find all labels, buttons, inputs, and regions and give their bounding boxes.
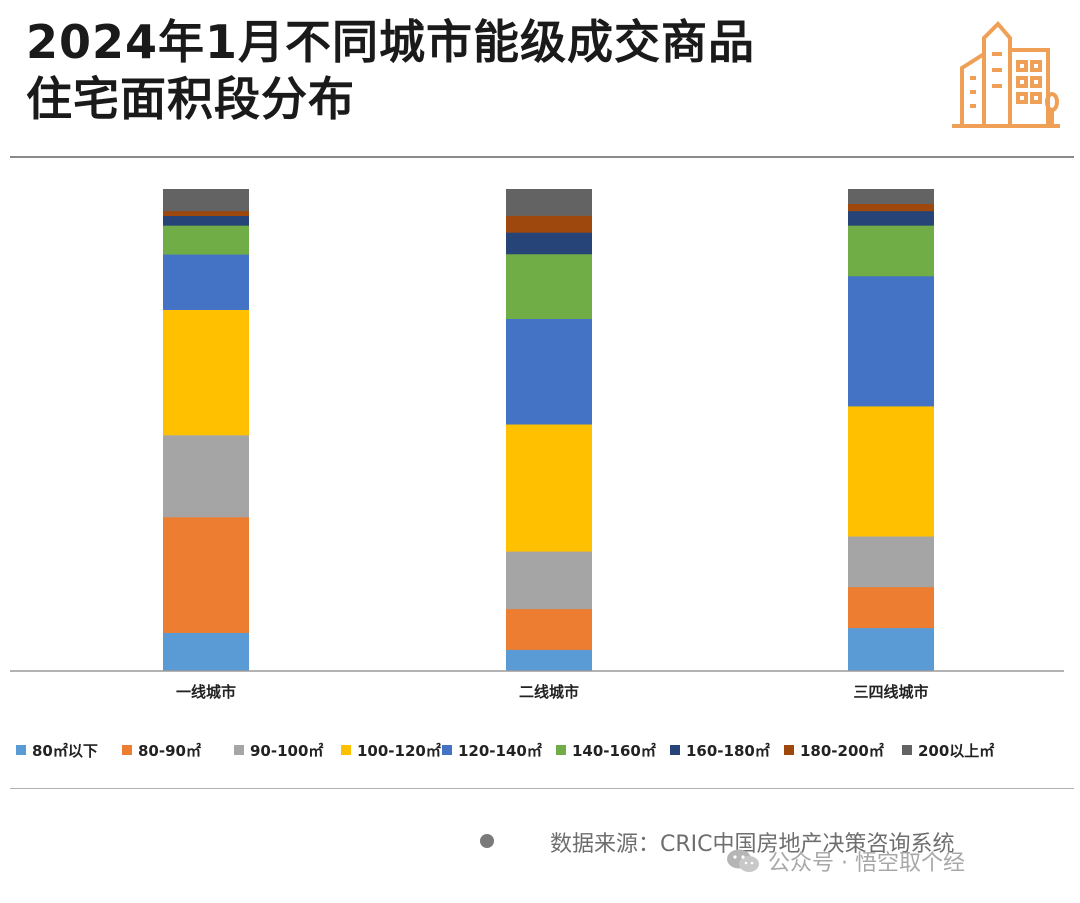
legend-item: 80-90㎡ [122,738,201,762]
legend-item: 180-200㎡ [784,738,884,762]
account-watermark: 公众号 · 悟空取个经 [726,844,1066,878]
bar-segment [506,189,592,216]
legend-swatch [234,745,244,755]
legend-label: 90-100㎡ [250,741,324,760]
legend-swatch [16,745,26,755]
bar-segment [163,225,249,255]
legend-item: 100-120㎡ [341,738,441,762]
bar-segment [848,405,934,537]
bar-segment [163,210,249,217]
bar-segment [163,215,249,226]
watermark-text: 公众号 · 悟空取个经 [768,851,965,876]
legend-swatch [902,745,912,755]
bar-segment [506,551,592,610]
bars-group [163,189,934,672]
bar-segment [848,189,934,204]
legend-item: 140-160㎡ [556,738,656,762]
stacked-bar-chart: 一线城市 二线城市 三四线城市 [10,189,1064,701]
legend-label: 100-120㎡ [357,741,441,760]
bar-segment [506,608,592,650]
legend-label: 80㎡以下 [32,741,98,760]
source-note: 数据来源：CRIC中国房地产决策咨询系统 [478,826,1070,857]
bullet-icon [480,834,494,848]
legend-swatch [670,745,680,755]
legend-swatch [784,745,794,755]
bar-segment [848,203,934,212]
bar-segment [848,586,934,629]
bar-segment [506,424,592,552]
bar-segment [163,254,249,310]
x-tick-label: 三四线城市 [853,683,928,701]
legend-item: 160-180㎡ [670,738,770,762]
legend-item: 120-140㎡ [442,738,542,762]
page-title: 2024年1月不同城市能级成交商品 住宅面积段分布 [26,14,926,128]
legend-label: 200以上㎡ [918,741,995,760]
bar-segment [506,215,592,233]
legend-swatch [556,745,566,755]
bar-segment [163,516,249,633]
x-tick-label: 二线城市 [519,683,579,701]
bar-segment [163,632,249,672]
legend-item: 90-100㎡ [234,738,323,762]
legend-label: 160-180㎡ [686,741,770,760]
bar-segment [163,189,249,212]
bar-segment [848,275,934,407]
chart-legend: 80㎡以下 80-90㎡ 90-100㎡ 100-120㎡ 120-140㎡ 140-16… [16,738,1066,762]
legend-swatch [122,745,132,755]
x-axis-labels: 一线城市 二线城市 三四线城市 [176,683,929,701]
bar-segment [506,318,592,425]
legend-swatch [341,745,351,755]
wechat-icon [727,849,759,872]
bar-segment [163,309,249,436]
bar-segment [848,536,934,588]
title-line-2: 住宅面积段分布 [26,72,355,126]
bar-segment [848,210,934,226]
bar-segment [506,253,592,319]
legend-label: 120-140㎡ [458,741,542,760]
footer-divider [10,788,1074,789]
bar-segment [163,434,249,518]
title-line-1: 2024年1月不同城市能级成交商品 [26,15,756,69]
x-tick-label: 一线城市 [176,683,236,701]
city-buildings-icon [952,21,1060,128]
bar-segment [848,627,934,672]
legend-label: 80-90㎡ [138,741,201,760]
legend-item: 80㎡以下 [16,738,98,762]
bar-segment [506,649,592,672]
legend-swatch [442,745,452,755]
legend-item: 200以上㎡ [902,738,994,762]
bar-segment [506,232,592,255]
title-divider [10,156,1074,158]
legend-label: 180-200㎡ [800,741,884,760]
bar-segment [848,225,934,277]
legend-label: 140-160㎡ [572,741,656,760]
source-text: 数据来源：CRIC中国房地产决策咨询系统 [550,832,955,857]
